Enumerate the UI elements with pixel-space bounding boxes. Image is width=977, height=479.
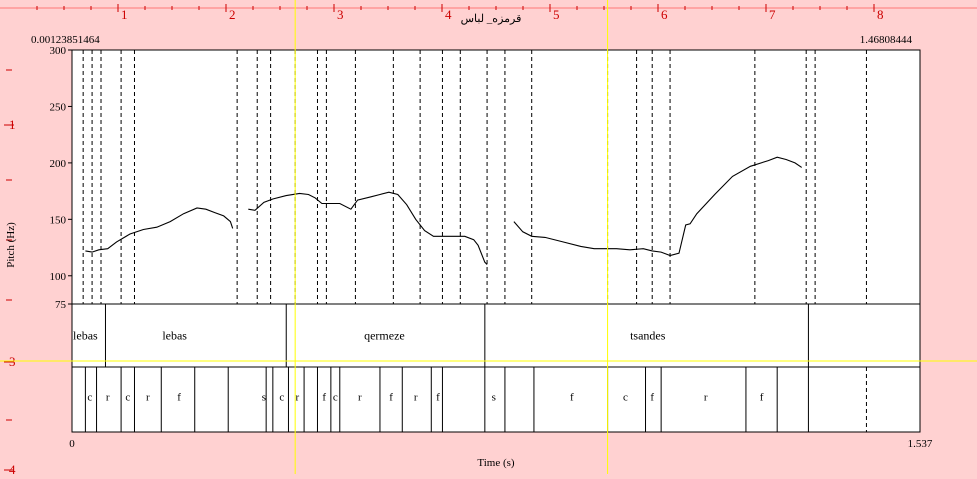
y-tick-label: 300 [50, 45, 67, 57]
y-tick-label: 100 [50, 271, 67, 283]
word-tier: lebas lebas qermeze tsandes [72, 303, 920, 368]
phone-label: c [333, 392, 338, 404]
phone-label: r [296, 392, 300, 404]
top-right-value: 1.46808444 [860, 34, 913, 46]
ruler-top-number: 3 [337, 7, 344, 22]
phone-label: r [704, 392, 708, 404]
plot-panel [71, 49, 921, 433]
word-label: tsandes [630, 329, 666, 343]
ruler-top-number: 5 [553, 7, 560, 22]
y-axis-ticks: 300 250 200 150 100 75 [50, 45, 72, 311]
ruler-top-number: 6 [661, 7, 668, 22]
top-left-value: 0.00123851464 [31, 34, 100, 46]
phone-label: s [262, 392, 266, 404]
y-axis-label: Pitch (Hz) [5, 222, 17, 268]
y-tick-label: 200 [50, 158, 67, 170]
phone-label: f [389, 392, 393, 404]
phone-label: c [125, 392, 130, 404]
y-tick-label: 150 [50, 214, 67, 226]
ruler-top-number: 2 [229, 7, 236, 22]
word-label: lebas [162, 329, 187, 343]
word-label: lebas [73, 329, 98, 343]
pitch-line-segment [85, 207, 234, 253]
phone-label: r [146, 392, 150, 404]
ruler-top: 1 2 3 4 5 6 7 8 [0, 4, 977, 22]
phone-label: c [623, 392, 628, 404]
y-tick-label: 75 [55, 299, 67, 311]
word-label: qermeze [364, 329, 405, 343]
x-end-label: 1.537 [908, 438, 933, 450]
phone-label: s [492, 392, 496, 404]
phone-label: r [358, 392, 362, 404]
phone-label: f [436, 392, 440, 404]
phone-label: f [570, 392, 574, 404]
pitch-line-segment [513, 156, 803, 257]
pitch-contour [85, 156, 803, 265]
y-tick-label: 250 [50, 101, 67, 113]
phone-label: c [87, 392, 92, 404]
ruler-top-number: 7 [769, 7, 776, 22]
phone-label: r [106, 392, 110, 404]
ruler-top-number: 4 [445, 7, 452, 22]
ruler-top-number: 8 [877, 7, 884, 22]
ruler-left-number: 1 [9, 117, 16, 132]
phone-label: f [322, 392, 326, 404]
pitch-line-segment [248, 191, 488, 265]
ruler-title: قرمزه_ لباس [461, 13, 522, 25]
phone-label: f [177, 392, 181, 404]
ruler-left-number: 4 [9, 462, 16, 474]
phone-label: f [760, 392, 764, 404]
phone-label: c [279, 392, 284, 404]
x-start-label: 0 [69, 438, 75, 450]
ruler-top-number: 1 [121, 7, 128, 22]
phone-label: r [414, 392, 418, 404]
phone-label: f [650, 392, 654, 404]
x-axis-label: Time (s) [477, 457, 515, 469]
